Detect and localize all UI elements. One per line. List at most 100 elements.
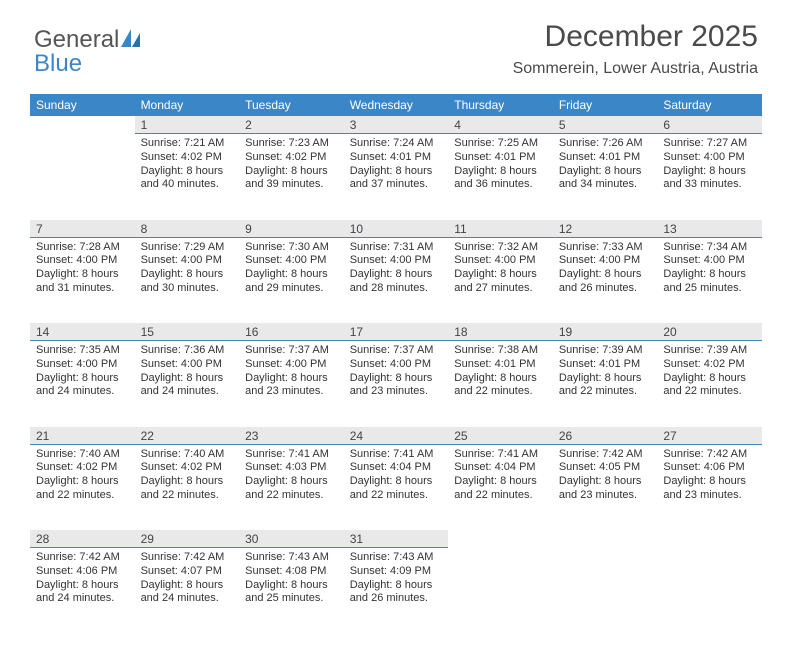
day-number-cell: 7 — [30, 220, 135, 238]
sunset-line: Sunset: 4:05 PM — [559, 461, 652, 475]
calendar-body: 123456Sunrise: 7:21 AMSunset: 4:02 PMDay… — [30, 116, 762, 634]
day-number-cell: 22 — [135, 427, 240, 445]
sunrise-line: Sunrise: 7:41 AM — [454, 448, 547, 462]
sunset-line: Sunset: 4:00 PM — [559, 254, 652, 268]
sunset-line: Sunset: 4:00 PM — [663, 254, 756, 268]
calendar-table: Sunday Monday Tuesday Wednesday Thursday… — [30, 94, 762, 634]
day-number-cell: 17 — [344, 323, 449, 341]
sunrise-line: Sunrise: 7:35 AM — [36, 344, 129, 358]
day-content-cell: Sunrise: 7:43 AMSunset: 4:08 PMDaylight:… — [239, 548, 344, 634]
sunrise-line: Sunrise: 7:34 AM — [663, 241, 756, 255]
day-number-row: 123456 — [30, 116, 762, 134]
daylight-line: Daylight: 8 hours and 30 minutes. — [141, 268, 234, 296]
daylight-line: Daylight: 8 hours and 22 minutes. — [245, 475, 338, 503]
sunrise-line: Sunrise: 7:38 AM — [454, 344, 547, 358]
daylight-line: Daylight: 8 hours and 22 minutes. — [454, 475, 547, 503]
sunrise-line: Sunrise: 7:39 AM — [663, 344, 756, 358]
day-content-cell: Sunrise: 7:23 AMSunset: 4:02 PMDaylight:… — [239, 134, 344, 220]
sunrise-line: Sunrise: 7:36 AM — [141, 344, 234, 358]
sunset-line: Sunset: 4:09 PM — [350, 565, 443, 579]
sunset-line: Sunset: 4:00 PM — [350, 254, 443, 268]
day-content-cell: Sunrise: 7:36 AMSunset: 4:00 PMDaylight:… — [135, 341, 240, 427]
day-number-cell: 8 — [135, 220, 240, 238]
sunrise-line: Sunrise: 7:43 AM — [350, 551, 443, 565]
day-content-cell — [30, 134, 135, 220]
sunset-line: Sunset: 4:00 PM — [245, 254, 338, 268]
sunset-line: Sunset: 4:01 PM — [559, 151, 652, 165]
day-content-cell: Sunrise: 7:28 AMSunset: 4:00 PMDaylight:… — [30, 237, 135, 323]
daylight-line: Daylight: 8 hours and 33 minutes. — [663, 165, 756, 193]
sunset-line: Sunset: 4:03 PM — [245, 461, 338, 475]
sunset-line: Sunset: 4:04 PM — [350, 461, 443, 475]
day-content-row: Sunrise: 7:28 AMSunset: 4:00 PMDaylight:… — [30, 237, 762, 323]
sunset-line: Sunset: 4:00 PM — [141, 358, 234, 372]
sunset-line: Sunset: 4:01 PM — [454, 358, 547, 372]
brand-sail-icon — [121, 28, 141, 52]
day-number-cell: 4 — [448, 116, 553, 134]
sunrise-line: Sunrise: 7:42 AM — [559, 448, 652, 462]
day-number-cell: 27 — [657, 427, 762, 445]
day-content-cell: Sunrise: 7:24 AMSunset: 4:01 PMDaylight:… — [344, 134, 449, 220]
day-number-cell: 18 — [448, 323, 553, 341]
day-number-cell: 31 — [344, 530, 449, 548]
day-content-cell: Sunrise: 7:39 AMSunset: 4:02 PMDaylight:… — [657, 341, 762, 427]
daylight-line: Daylight: 8 hours and 34 minutes. — [559, 165, 652, 193]
day-number-cell: 25 — [448, 427, 553, 445]
daylight-line: Daylight: 8 hours and 29 minutes. — [245, 268, 338, 296]
sunrise-line: Sunrise: 7:29 AM — [141, 241, 234, 255]
sunrise-line: Sunrise: 7:42 AM — [141, 551, 234, 565]
day-content-row: Sunrise: 7:40 AMSunset: 4:02 PMDaylight:… — [30, 444, 762, 530]
day-number-cell — [553, 530, 658, 548]
day-content-cell: Sunrise: 7:30 AMSunset: 4:00 PMDaylight:… — [239, 237, 344, 323]
day-content-cell: Sunrise: 7:41 AMSunset: 4:04 PMDaylight:… — [344, 444, 449, 530]
calendar-page: General Blue December 2025 Sommerein, Lo… — [0, 0, 792, 654]
day-content-cell — [553, 548, 658, 634]
sunrise-line: Sunrise: 7:25 AM — [454, 137, 547, 151]
day-number-cell: 3 — [344, 116, 449, 134]
day-content-cell: Sunrise: 7:29 AMSunset: 4:00 PMDaylight:… — [135, 237, 240, 323]
day-content-cell: Sunrise: 7:42 AMSunset: 4:05 PMDaylight:… — [553, 444, 658, 530]
day-header: Monday — [135, 94, 240, 116]
day-number-cell: 10 — [344, 220, 449, 238]
day-number-cell: 13 — [657, 220, 762, 238]
sunrise-line: Sunrise: 7:40 AM — [36, 448, 129, 462]
day-header: Thursday — [448, 94, 553, 116]
sunrise-line: Sunrise: 7:24 AM — [350, 137, 443, 151]
sunset-line: Sunset: 4:02 PM — [141, 151, 234, 165]
sunset-line: Sunset: 4:00 PM — [663, 151, 756, 165]
day-number-cell: 1 — [135, 116, 240, 134]
day-content-cell: Sunrise: 7:41 AMSunset: 4:03 PMDaylight:… — [239, 444, 344, 530]
daylight-line: Daylight: 8 hours and 22 minutes. — [454, 372, 547, 400]
day-number-cell: 15 — [135, 323, 240, 341]
sunset-line: Sunset: 4:01 PM — [350, 151, 443, 165]
sunrise-line: Sunrise: 7:37 AM — [350, 344, 443, 358]
day-number-cell: 9 — [239, 220, 344, 238]
day-content-cell — [657, 548, 762, 634]
sunset-line: Sunset: 4:00 PM — [36, 358, 129, 372]
sunrise-line: Sunrise: 7:30 AM — [245, 241, 338, 255]
day-header: Sunday — [30, 94, 135, 116]
daylight-line: Daylight: 8 hours and 22 minutes. — [350, 475, 443, 503]
sunset-line: Sunset: 4:02 PM — [245, 151, 338, 165]
day-content-cell: Sunrise: 7:25 AMSunset: 4:01 PMDaylight:… — [448, 134, 553, 220]
day-number-cell: 16 — [239, 323, 344, 341]
day-number-cell: 2 — [239, 116, 344, 134]
daylight-line: Daylight: 8 hours and 26 minutes. — [559, 268, 652, 296]
daylight-line: Daylight: 8 hours and 31 minutes. — [36, 268, 129, 296]
sunset-line: Sunset: 4:08 PM — [245, 565, 338, 579]
daylight-line: Daylight: 8 hours and 37 minutes. — [350, 165, 443, 193]
day-number-cell: 12 — [553, 220, 658, 238]
daylight-line: Daylight: 8 hours and 39 minutes. — [245, 165, 338, 193]
day-content-cell: Sunrise: 7:31 AMSunset: 4:00 PMDaylight:… — [344, 237, 449, 323]
day-content-row: Sunrise: 7:21 AMSunset: 4:02 PMDaylight:… — [30, 134, 762, 220]
day-content-row: Sunrise: 7:35 AMSunset: 4:00 PMDaylight:… — [30, 341, 762, 427]
daylight-line: Daylight: 8 hours and 24 minutes. — [36, 372, 129, 400]
day-content-cell: Sunrise: 7:32 AMSunset: 4:00 PMDaylight:… — [448, 237, 553, 323]
daylight-line: Daylight: 8 hours and 23 minutes. — [245, 372, 338, 400]
day-content-cell: Sunrise: 7:37 AMSunset: 4:00 PMDaylight:… — [344, 341, 449, 427]
day-content-cell: Sunrise: 7:34 AMSunset: 4:00 PMDaylight:… — [657, 237, 762, 323]
day-number-cell: 20 — [657, 323, 762, 341]
daylight-line: Daylight: 8 hours and 22 minutes. — [559, 372, 652, 400]
day-number-cell: 6 — [657, 116, 762, 134]
page-title: December 2025 — [545, 20, 758, 54]
